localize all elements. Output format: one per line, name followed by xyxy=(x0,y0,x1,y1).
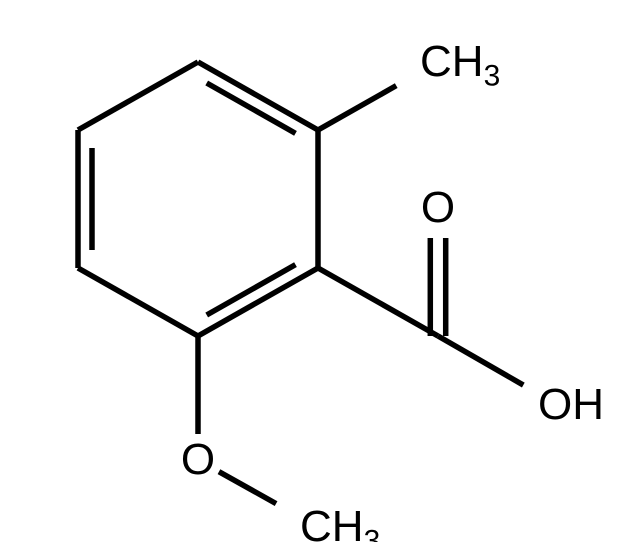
atom-label: O xyxy=(181,435,215,484)
molecule-diagram: CH3 O OH O CH3 xyxy=(0,0,640,542)
atom-label: CH3 xyxy=(300,502,380,542)
atom-label: OH xyxy=(538,380,604,429)
atom-label: CH3 xyxy=(420,37,500,93)
atom-label: O xyxy=(421,183,455,232)
